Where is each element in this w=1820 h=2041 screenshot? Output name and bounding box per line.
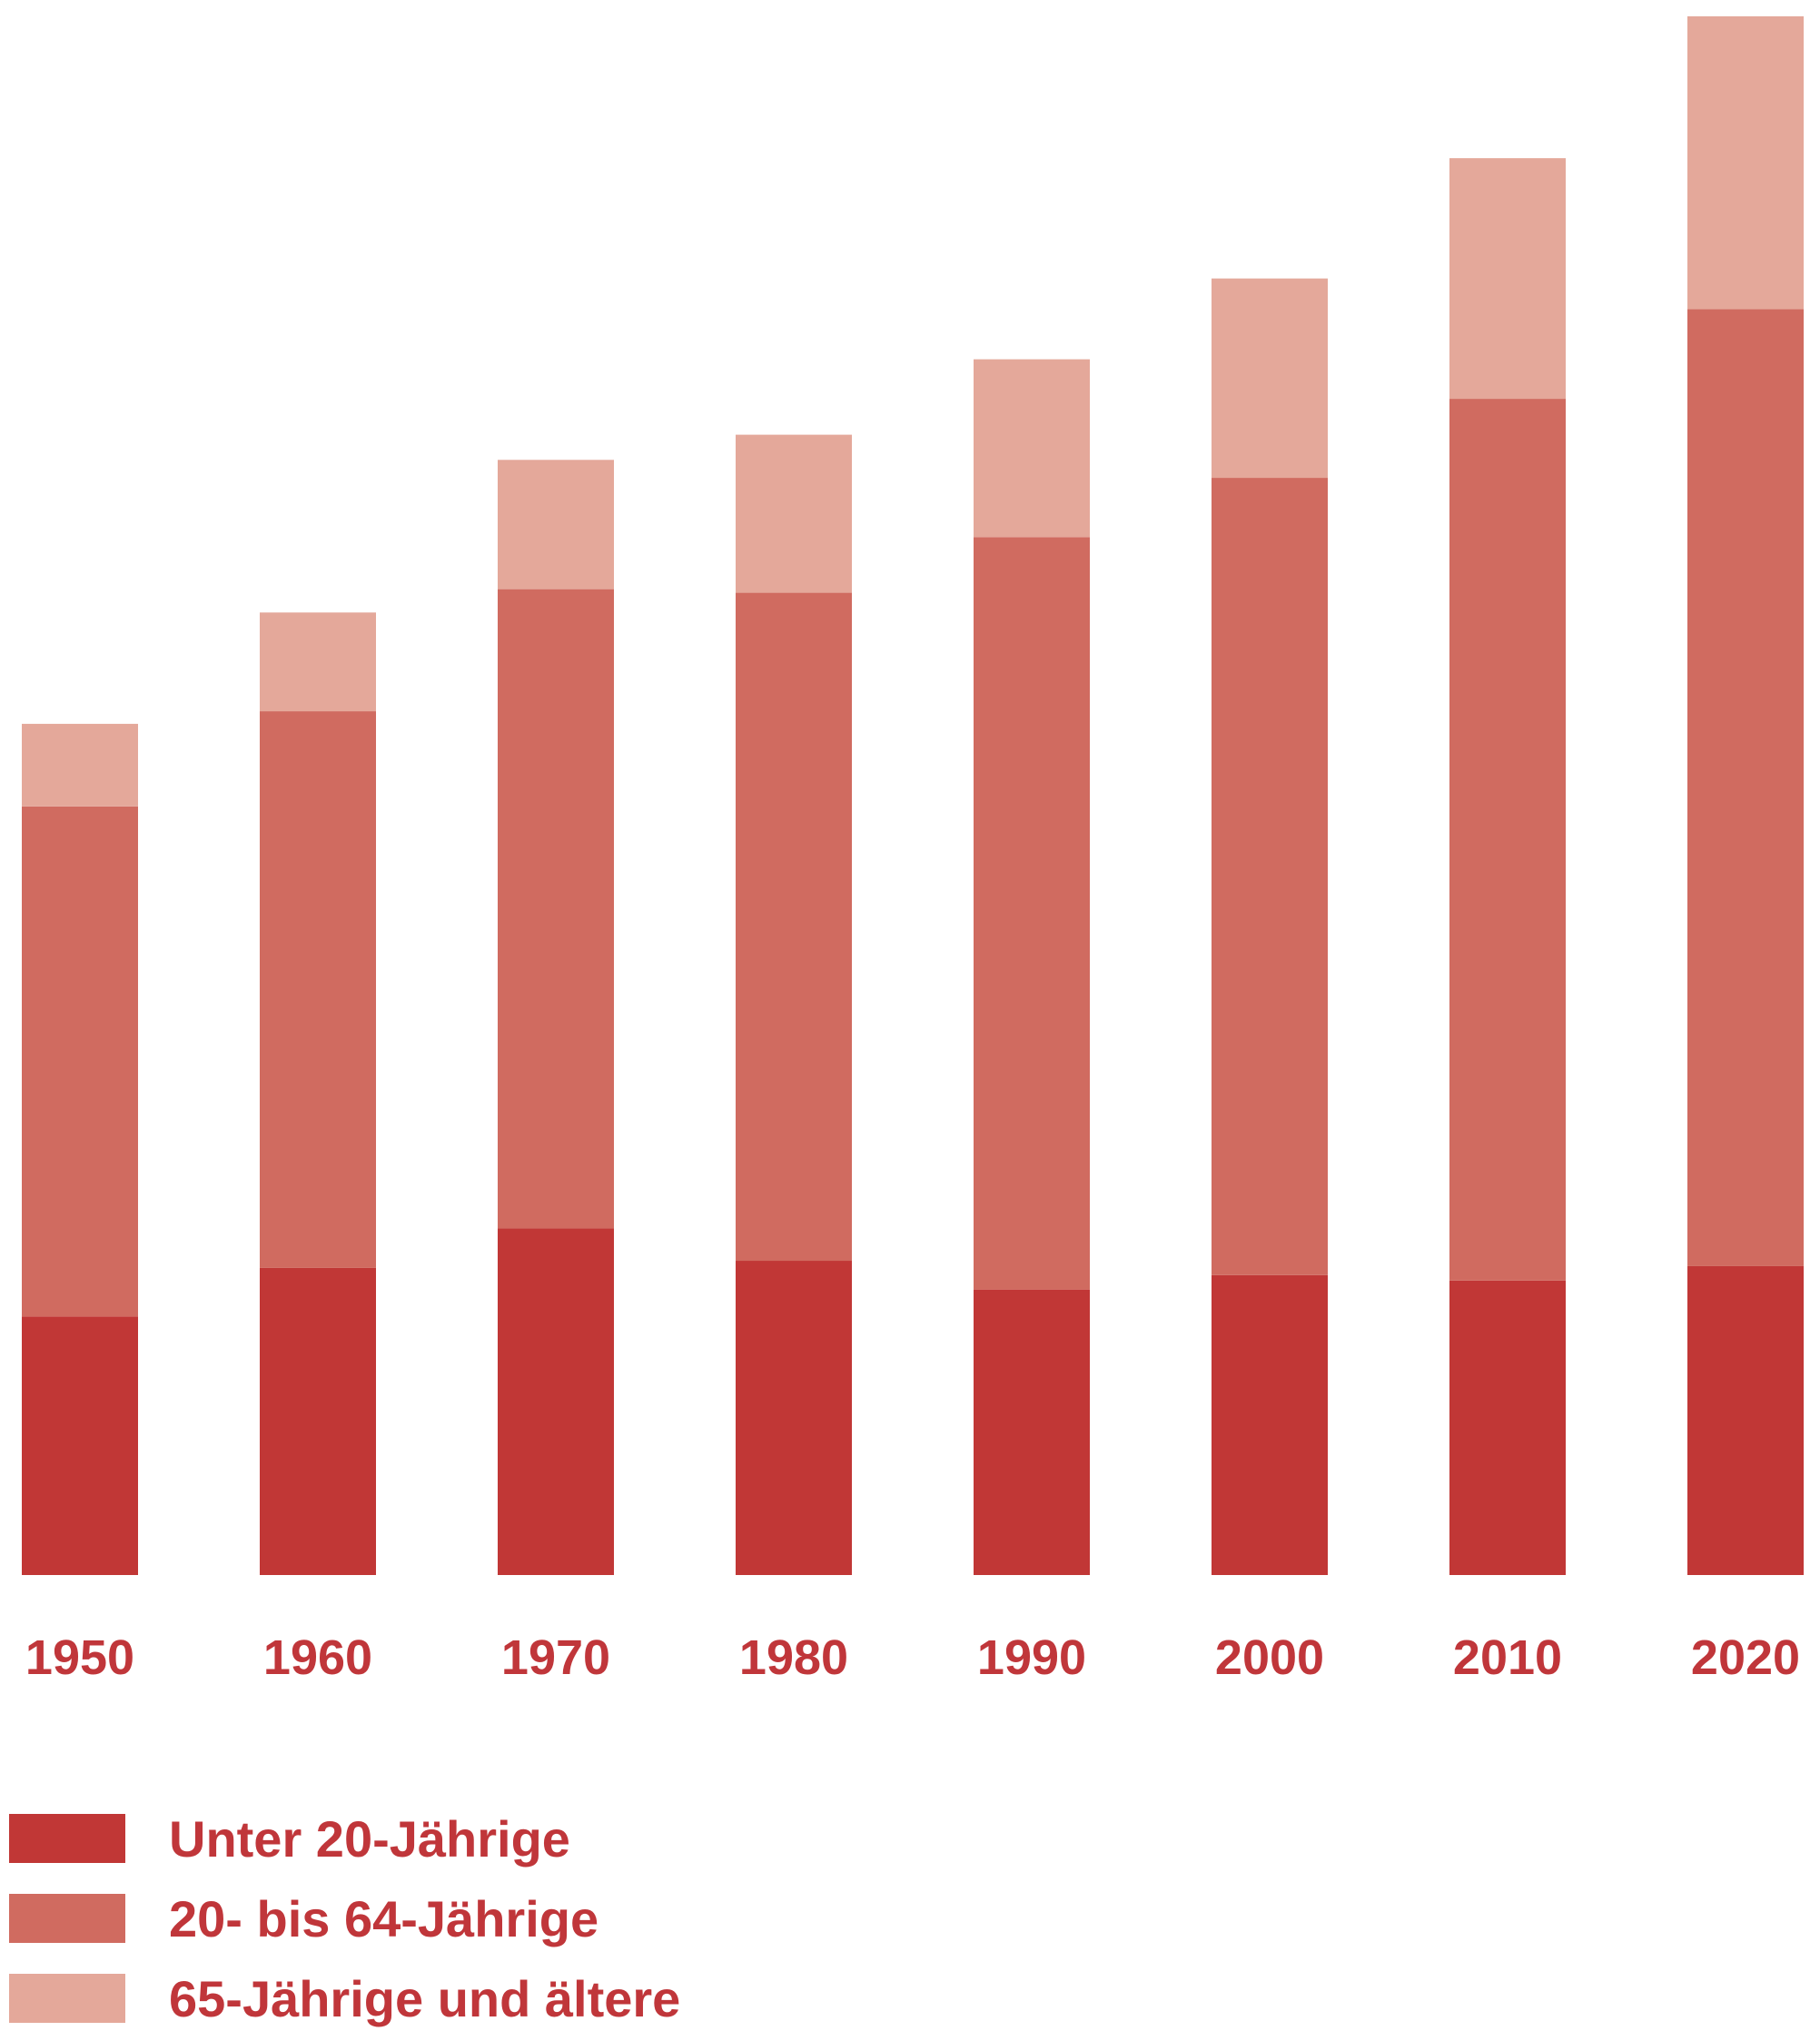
bar-1950-65-plus: [22, 723, 138, 807]
bar-1980-65-plus: [736, 434, 852, 593]
legend-item-65-plus: 65-Jährige und ältere: [9, 1958, 680, 2038]
legend-item-20-64: 20- bis 64-Jährige: [9, 1878, 680, 1958]
bar-1960-under-20: [260, 1267, 376, 1575]
bar-1960-20-64: [260, 711, 376, 1268]
bar-2010-under-20: [1449, 1280, 1566, 1575]
bar-2010-65-plus: [1449, 158, 1566, 400]
x-tick-label-1950: 1950: [25, 1630, 134, 1685]
bar-2020-under-20: [1687, 1265, 1804, 1575]
bar-1970-under-20: [498, 1228, 614, 1575]
legend-item-under-20: Unter 20-Jährige: [9, 1798, 680, 1878]
legend-swatch-20-64: [9, 1894, 125, 1943]
legend-swatch-under-20: [9, 1814, 125, 1863]
bar-1980-under-20: [736, 1261, 852, 1575]
x-tick-label-1990: 1990: [977, 1630, 1086, 1685]
stacked-bar-chart: 1950 1960 1970 1980 1990 2000 2010 2020: [22, 15, 1804, 1685]
x-tick-label-1960: 1960: [263, 1630, 372, 1685]
legend-label-20-64: 20- bis 64-Jährige: [169, 1889, 599, 1947]
x-tick-label-2020: 2020: [1691, 1630, 1800, 1685]
legend-label-under-20: Unter 20-Jährige: [169, 1809, 570, 1868]
bar-1950-under-20: [22, 1316, 138, 1575]
bar-1970-65-plus: [498, 460, 614, 590]
bar-2010-20-64: [1449, 399, 1566, 1281]
bar-2020-20-64: [1687, 309, 1804, 1266]
bar-2000-65-plus: [1212, 278, 1328, 479]
legend-label-65-plus: 65-Jährige und ältere: [169, 1969, 681, 2027]
bar-2020-65-plus: [1687, 15, 1804, 310]
legend-swatch-65-plus: [9, 1974, 125, 2023]
bar-2000-under-20: [1212, 1274, 1328, 1575]
bar-2000-20-64: [1212, 478, 1328, 1275]
x-tick-label-1980: 1980: [739, 1630, 848, 1685]
bar-1990-65-plus: [974, 359, 1090, 538]
bar-1960-65-plus: [260, 612, 376, 712]
bar-1980-20-64: [736, 592, 852, 1262]
bar-1950-20-64: [22, 806, 138, 1317]
x-tick-label-1970: 1970: [501, 1630, 610, 1685]
x-tick-label-2010: 2010: [1453, 1630, 1562, 1685]
x-tick-label-2000: 2000: [1215, 1630, 1324, 1685]
bar-1970-20-64: [498, 589, 614, 1229]
legend: Unter 20-Jährige 20- bis 64-Jährige 65-J…: [9, 1798, 680, 2038]
bar-1990-20-64: [974, 537, 1090, 1290]
bar-1990-under-20: [974, 1289, 1090, 1575]
